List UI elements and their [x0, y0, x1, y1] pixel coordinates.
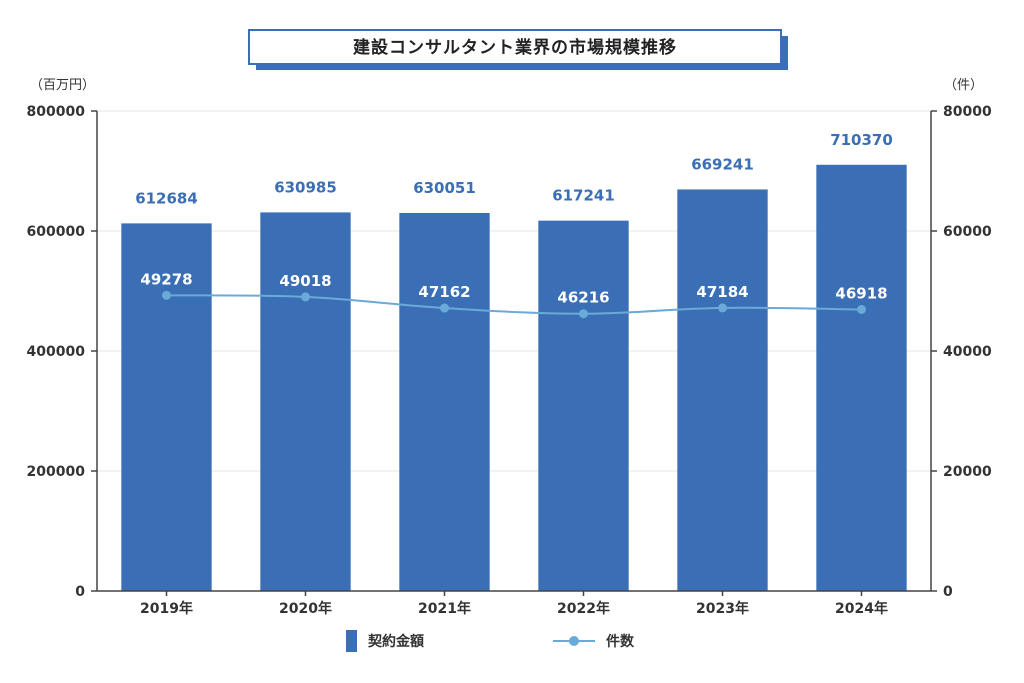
- line-value-labels: 49278 49018 47162 46216 47184 46918: [140, 270, 887, 306]
- line-value-label: 46918: [835, 284, 887, 302]
- category-label: 2019年: [140, 600, 193, 617]
- bar-value-label: 710370: [830, 131, 893, 149]
- left-tick-label: 800000: [27, 104, 86, 120]
- left-tick-label: 400000: [27, 344, 86, 360]
- legend: 契約金額 件数: [346, 630, 635, 652]
- line-value-label: 49018: [279, 272, 331, 290]
- legend-line-label: 件数: [606, 633, 635, 650]
- category-labels: 2019年 2020年 2021年 2022年 2023年 2024年: [140, 591, 888, 617]
- bar: [260, 212, 351, 591]
- bar: [399, 212, 490, 591]
- bar: [816, 164, 907, 591]
- category-label: 2021年: [418, 600, 471, 617]
- bar-value-label: 630985: [274, 178, 337, 196]
- right-axis-ticks: 0 20000 40000 60000 80000: [931, 104, 992, 600]
- right-tick-label: 60000: [943, 224, 992, 240]
- line-point: [718, 303, 727, 313]
- bar-value-label: 630051: [413, 179, 476, 197]
- line-value-label: 47184: [696, 283, 748, 301]
- left-tick-label: 600000: [27, 224, 86, 240]
- line-series: [162, 290, 866, 319]
- bar-value-label: 617241: [552, 187, 615, 205]
- legend-line-marker: [569, 636, 579, 646]
- bar: [121, 223, 212, 592]
- left-axis-ticks: 0 200000 400000 600000 800000: [27, 104, 97, 600]
- bar-value-labels: 612684 630985 630051 617241 669241 710370: [135, 131, 893, 208]
- line-path: [166, 294, 862, 315]
- category-label: 2020年: [279, 600, 332, 617]
- chart-title-frame: [248, 29, 782, 65]
- line-point: [857, 304, 866, 314]
- right-tick-label: 40000: [943, 344, 992, 360]
- bar-series: [121, 164, 907, 592]
- legend-bar-swatch: [346, 630, 357, 652]
- line-point: [440, 303, 449, 313]
- bar-value-label: 669241: [691, 155, 754, 173]
- bar-value-label: 612684: [135, 189, 198, 207]
- bar: [677, 189, 768, 592]
- legend-bar-label: 契約金額: [367, 633, 424, 650]
- category-label: 2022年: [557, 600, 610, 617]
- line-point: [162, 290, 171, 300]
- right-tick-label: 0: [943, 584, 953, 600]
- left-axis-unit: （百万円）: [30, 78, 95, 93]
- line-point: [301, 292, 310, 302]
- right-axis-unit: （件）: [944, 78, 983, 93]
- right-tick-label: 80000: [943, 104, 992, 120]
- chart-title: 建設コンサルタント業界の市場規模推移: [353, 37, 677, 58]
- left-tick-label: 0: [75, 584, 85, 600]
- right-tick-label: 20000: [943, 464, 992, 480]
- line-value-label: 47162: [418, 283, 470, 301]
- category-label: 2024年: [835, 600, 888, 617]
- line-value-label: 49278: [140, 270, 192, 288]
- left-tick-label: 200000: [27, 464, 86, 480]
- line-point: [579, 309, 588, 319]
- category-label: 2023年: [696, 600, 749, 617]
- bar: [538, 220, 629, 591]
- grid-lines: [97, 110, 931, 472]
- line-value-label: 46216: [557, 289, 609, 307]
- chart-title-box: 建設コンサルタント業界の市場規模推移: [248, 29, 788, 70]
